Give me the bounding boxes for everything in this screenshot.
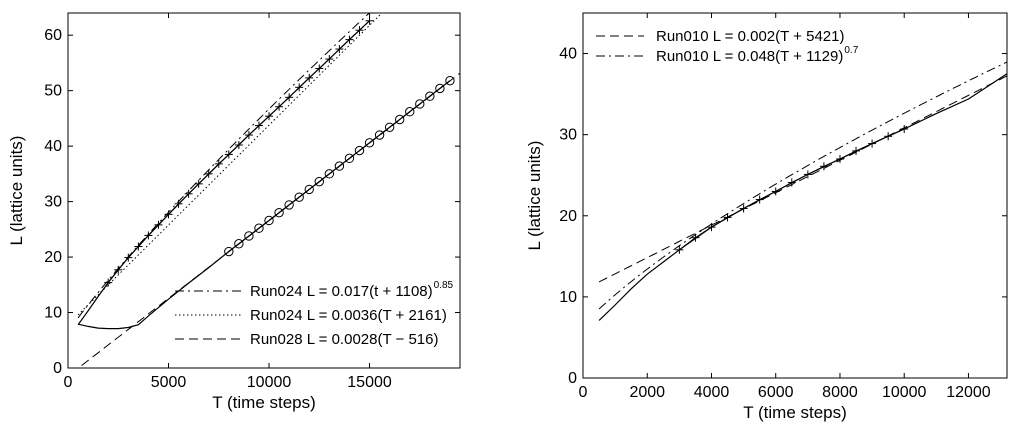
data-point-circle (334, 161, 345, 171)
data-point-circle (394, 114, 405, 125)
fit-line-dashdot (598, 61, 1007, 310)
data-point-circle (254, 223, 264, 233)
data-point-circle (445, 75, 455, 86)
y-tick-label: 40 (559, 46, 577, 63)
legend-entry: Run010 L = 0.048(T + 1129) 0.7 (596, 45, 859, 65)
x-tick-label: 0 (64, 374, 73, 391)
data-point-circle (415, 99, 425, 109)
data-point-plus (365, 16, 374, 25)
chart-panel-2: 0 2000 4000 6000 8000 10000 12000 0 10 20 30 40 T (t… (525, 12, 1008, 422)
x-tick-label: 10000 (247, 374, 292, 391)
legend-entry: Run010 L = 0.002(T + 5421) (596, 28, 844, 45)
x-tick-label: 8000 (822, 384, 858, 401)
data-point-circle (294, 192, 304, 202)
data-point-circle (384, 122, 395, 132)
data-point-circle (364, 138, 375, 148)
data-point-circle (284, 200, 294, 210)
x-tick-label: 15000 (347, 374, 392, 391)
legend-label: Run024 L = 0.0036(T + 2161) (250, 307, 447, 324)
x-tick-label: 6000 (758, 384, 794, 401)
legend-exponent: 0.7 (844, 45, 858, 56)
plot-frame (67, 12, 461, 369)
legend: Run010 L = 0.002(T + 5421)Run010 L = 0.0… (596, 28, 859, 65)
y-tick-label: 30 (44, 194, 62, 211)
plot-frame (582, 12, 1008, 379)
data-point-circle (435, 83, 445, 94)
data-point-circle (324, 169, 335, 179)
legend-entry: Run028 L = 0.0028(T − 516) (175, 331, 438, 348)
data-point-circle (374, 130, 385, 140)
data-point-circle (344, 153, 355, 164)
legend-label: Run028 L = 0.0028(T − 516) (250, 331, 438, 348)
data-curve (598, 73, 1007, 321)
data-curve (77, 20, 370, 326)
fit-line-dashdot (77, 13, 371, 319)
x-axis-label: T (time steps) (743, 403, 847, 422)
data-point-circle (304, 184, 314, 195)
data-point-circle (354, 145, 365, 156)
plot-area (598, 61, 1007, 321)
y-tick-label: 50 (44, 83, 62, 100)
legend-exponent: 0.85 (434, 280, 454, 291)
legend-entry: Run024 L = 0.017(t + 1108) 0.85 (175, 280, 454, 300)
legend-label: Run024 L = 0.017(t + 1108) (250, 283, 433, 300)
plot-area (77, 13, 460, 366)
y-tick-label: 20 (559, 208, 577, 225)
data-curve (77, 80, 451, 330)
x-tick-label: 4000 (694, 384, 730, 401)
x-tick-label: 0 (579, 384, 588, 401)
y-tick-label: 10 (559, 289, 577, 306)
y-tick-label: 0 (568, 370, 577, 387)
y-tick-label: 30 (559, 127, 577, 144)
y-axis-label: L (lattice units) (7, 136, 26, 246)
y-tick-label: 60 (44, 27, 62, 44)
x-tick-label: 12000 (946, 384, 991, 401)
y-tick-label: 0 (53, 360, 62, 377)
legend-label: Run010 L = 0.002(T + 5421) (656, 28, 844, 45)
x-tick-label: 5000 (151, 374, 187, 391)
data-point-circle (274, 207, 284, 218)
y-tick-label: 20 (44, 249, 62, 266)
y-axis-label: L (lattice units) (525, 141, 544, 251)
data-point-circle (244, 231, 254, 241)
x-axis-label: T (time steps) (212, 393, 316, 412)
data-point-circle (405, 107, 415, 117)
data-point-circle (264, 215, 274, 226)
fit-line-dashed (598, 75, 1007, 283)
chart-panel-1: 0 5000 10000 15000 0 10 20 30 40 50 60 T (time step… (7, 12, 461, 412)
data-point-circle (234, 239, 244, 249)
x-tick-label: 2000 (629, 384, 665, 401)
data-point-circle (425, 91, 435, 101)
data-connect-line (679, 128, 905, 251)
fit-line-dotted (77, 13, 383, 316)
data-point-circle (224, 246, 234, 257)
y-tick-label: 10 (44, 305, 62, 322)
legend-label: Run010 L = 0.048(T + 1129) (656, 48, 843, 65)
x-tick-label: 10000 (882, 384, 927, 401)
y-tick-label: 40 (44, 138, 62, 155)
data-point-circle (314, 176, 324, 187)
legend-entry: Run024 L = 0.0036(T + 2161) (175, 307, 447, 324)
